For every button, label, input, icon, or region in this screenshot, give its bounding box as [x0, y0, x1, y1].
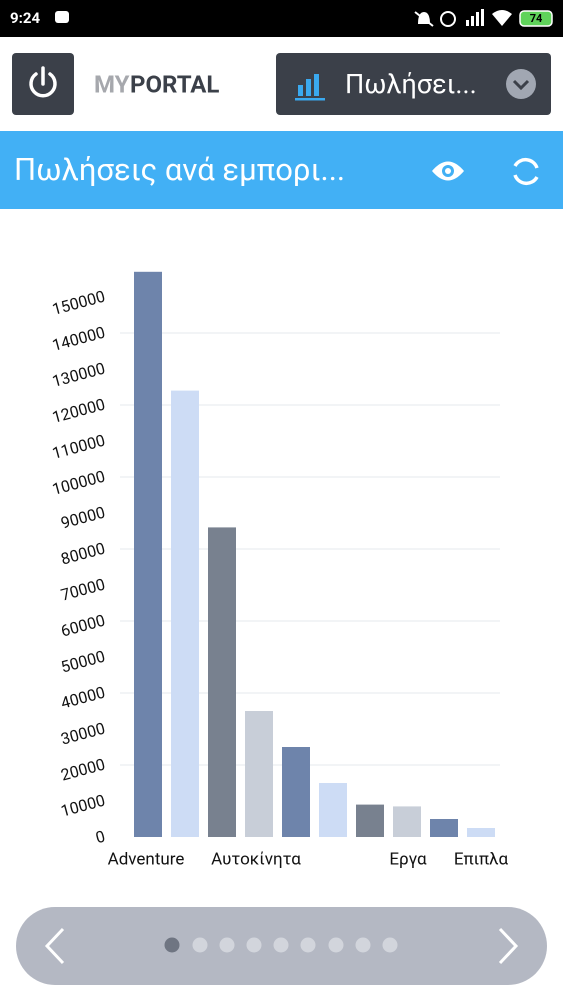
bar [393, 806, 421, 837]
y-tick-label: 60000 [59, 611, 107, 641]
y-tick-label: 120000 [50, 395, 107, 427]
y-tick-label: 70000 [59, 575, 107, 605]
page-dot[interactable] [219, 937, 235, 953]
y-tick-label: 30000 [59, 719, 107, 749]
y-tick-label: 100000 [50, 467, 107, 499]
status-icons [414, 9, 512, 27]
page-dots [164, 937, 398, 953]
bar [467, 828, 495, 837]
y-tick-label: 80000 [59, 539, 107, 569]
page-dot[interactable] [273, 937, 289, 953]
y-tick-label: 40000 [59, 683, 107, 713]
page-dot[interactable] [192, 937, 208, 953]
chart-icon [295, 74, 325, 101]
page-dot[interactable] [300, 937, 316, 953]
bar [319, 783, 347, 837]
status-bar [0, 0, 563, 37]
battery [519, 10, 553, 27]
bar [430, 819, 458, 837]
dropdown-toggle[interactable] [506, 69, 536, 99]
notification-icon [55, 11, 69, 23]
report-title: Πωλήσεις ανά εμπορι... [14, 151, 345, 188]
bar [208, 527, 236, 837]
y-tick-label: 10000 [59, 791, 107, 821]
page-dot[interactable] [164, 937, 180, 953]
y-tick-label: 90000 [59, 503, 107, 533]
time: 9:24 [10, 9, 40, 27]
chevron [512, 79, 530, 91]
y-tick-label: 130000 [50, 359, 107, 391]
y-tick-label: 140000 [50, 323, 107, 355]
x-tick-label: Επιπλα [454, 849, 509, 869]
view-button[interactable] [432, 161, 464, 181]
prev-button[interactable] [44, 927, 65, 965]
bar [245, 711, 273, 837]
report-dropdown[interactable] [276, 53, 551, 115]
bar [171, 390, 199, 837]
y-tick-label: 20000 [59, 755, 107, 785]
y-tick-label: 0 [94, 827, 108, 848]
y-tick-label: 150000 [50, 287, 107, 319]
battery-level: 74 [530, 12, 543, 25]
brand-my: MY [94, 70, 130, 98]
page-dot[interactable] [246, 937, 262, 953]
chart: 0 10000 20000 30000 40000 50000 60000 70000 8000… [50, 271, 509, 869]
x-tick-label: Αυτοκίνητα [211, 849, 301, 869]
next-button[interactable] [498, 927, 519, 965]
page-dot[interactable] [328, 937, 344, 953]
dropdown-label: Πωλήσει... [345, 68, 477, 100]
brand-portal: PORTAL [130, 70, 219, 98]
bar [134, 271, 162, 837]
bar [282, 747, 310, 837]
page-dot[interactable] [382, 937, 398, 953]
power-icon [29, 72, 57, 98]
title-bar [0, 131, 563, 209]
y-tick-label: 110000 [50, 431, 107, 463]
y-tick-label: 50000 [59, 647, 107, 677]
x-tick-label: Adventure [108, 849, 185, 869]
page-dot[interactable] [355, 937, 371, 953]
x-tick-label: Εργα [389, 849, 427, 869]
bar [356, 804, 384, 837]
refresh-button[interactable] [513, 157, 539, 186]
